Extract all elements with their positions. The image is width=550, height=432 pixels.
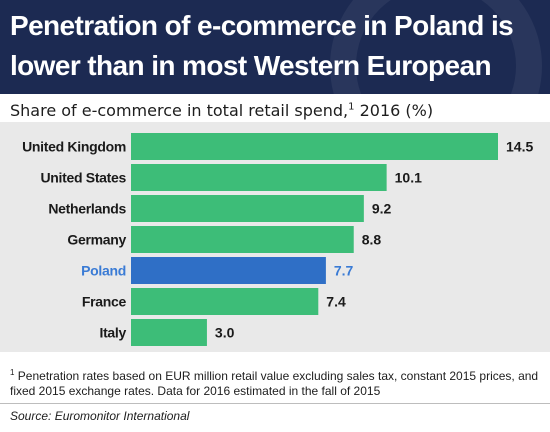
category-label-netherlands: Netherlands bbox=[48, 201, 126, 217]
bar-germany bbox=[131, 226, 354, 253]
value-label-germany: 8.8 bbox=[362, 232, 382, 248]
value-label-netherlands: 9.2 bbox=[372, 201, 392, 217]
footnote-text: Penetration rates based on EUR million r… bbox=[10, 369, 539, 398]
value-label-united-kingdom: 14.5 bbox=[506, 139, 533, 155]
bar-netherlands bbox=[131, 195, 364, 222]
category-label-poland: Poland bbox=[81, 263, 126, 279]
value-label-united-states: 10.1 bbox=[395, 170, 422, 186]
source-note: Source: Euromonitor International bbox=[10, 409, 190, 423]
category-label-germany: Germany bbox=[67, 232, 126, 248]
chart-subtitle: Share of e-commerce in total retail spen… bbox=[10, 101, 433, 120]
subtitle-text: Share of e-commerce in total retail spen… bbox=[10, 101, 349, 120]
bar-united-kingdom bbox=[131, 133, 498, 160]
bar-france bbox=[131, 288, 319, 315]
bar-italy bbox=[131, 319, 207, 346]
chart-title: Penetration of e-commerce in Poland is l… bbox=[10, 10, 514, 94]
category-label-france: France bbox=[82, 294, 127, 310]
subtitle-footnote-mark: 1 bbox=[348, 101, 355, 113]
subtitle-suffix: 2016 (%) bbox=[359, 101, 434, 120]
footnote: 1 Penetration rates based on EUR million… bbox=[10, 365, 545, 399]
value-label-france: 7.4 bbox=[326, 294, 346, 310]
source-divider bbox=[0, 403, 550, 404]
category-label-italy: Italy bbox=[99, 325, 126, 341]
bar-united-states bbox=[131, 164, 387, 191]
category-label-united-kingdom: United Kingdom bbox=[22, 139, 126, 155]
value-label-poland: 7.7 bbox=[334, 263, 354, 279]
bar-poland bbox=[131, 257, 326, 284]
category-label-united-states: United States bbox=[40, 170, 126, 186]
value-label-italy: 3.0 bbox=[215, 325, 235, 341]
title-banner: Penetration of e-commerce in Poland is l… bbox=[0, 0, 550, 94]
footnote-mark: 1 bbox=[10, 368, 15, 377]
bar-chart: United Kingdom 14.5 United States 10.1 Nethe… bbox=[22, 133, 533, 346]
